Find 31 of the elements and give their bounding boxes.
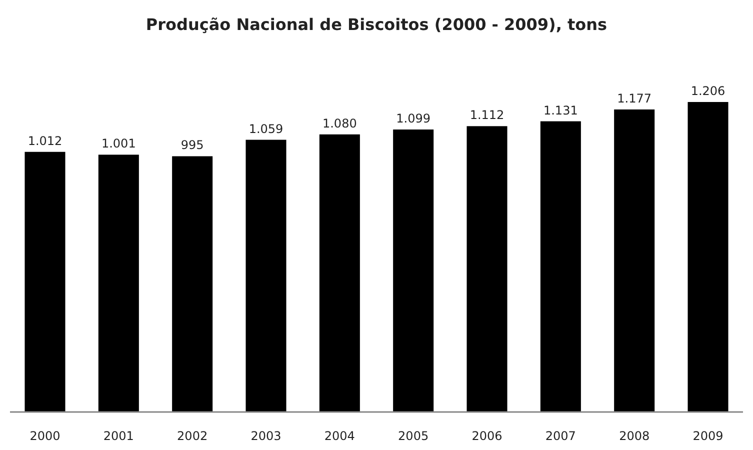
data-label: 1.112 (470, 108, 504, 122)
bar (614, 109, 655, 412)
data-label: 1.080 (322, 116, 357, 130)
x-tick-label: 2003 (250, 429, 282, 443)
bar (393, 130, 434, 412)
data-label: 1.099 (396, 112, 431, 126)
data-label: 1.131 (543, 103, 578, 118)
bar (688, 102, 728, 412)
data-label: 1.177 (617, 91, 652, 106)
bar (98, 154, 139, 412)
data-label: 1.012 (28, 134, 62, 148)
x-tick-label: 2004 (324, 429, 355, 443)
x-tick-label: 2008 (619, 429, 650, 443)
x-tick-label: 2001 (103, 429, 134, 443)
x-tick-label: 2009 (692, 429, 724, 443)
bar (24, 152, 66, 412)
bar (246, 140, 286, 412)
bar (319, 134, 360, 412)
bar (466, 126, 508, 412)
data-label: 1.206 (690, 84, 726, 98)
x-tick-label: 2007 (545, 429, 576, 443)
x-tick-label: 2006 (472, 429, 502, 443)
data-label: 995 (180, 138, 204, 152)
bar (540, 121, 581, 412)
data-label: 1.059 (248, 122, 284, 136)
x-tick-label: 2000 (30, 429, 60, 443)
data-label: 1.001 (101, 136, 136, 151)
bar (172, 156, 213, 412)
chart-title: Produção Nacional de Biscoitos (2000 - 2009), tons (146, 15, 608, 34)
x-tick-label: 2005 (398, 429, 429, 443)
x-tick-label: 2002 (177, 429, 208, 443)
